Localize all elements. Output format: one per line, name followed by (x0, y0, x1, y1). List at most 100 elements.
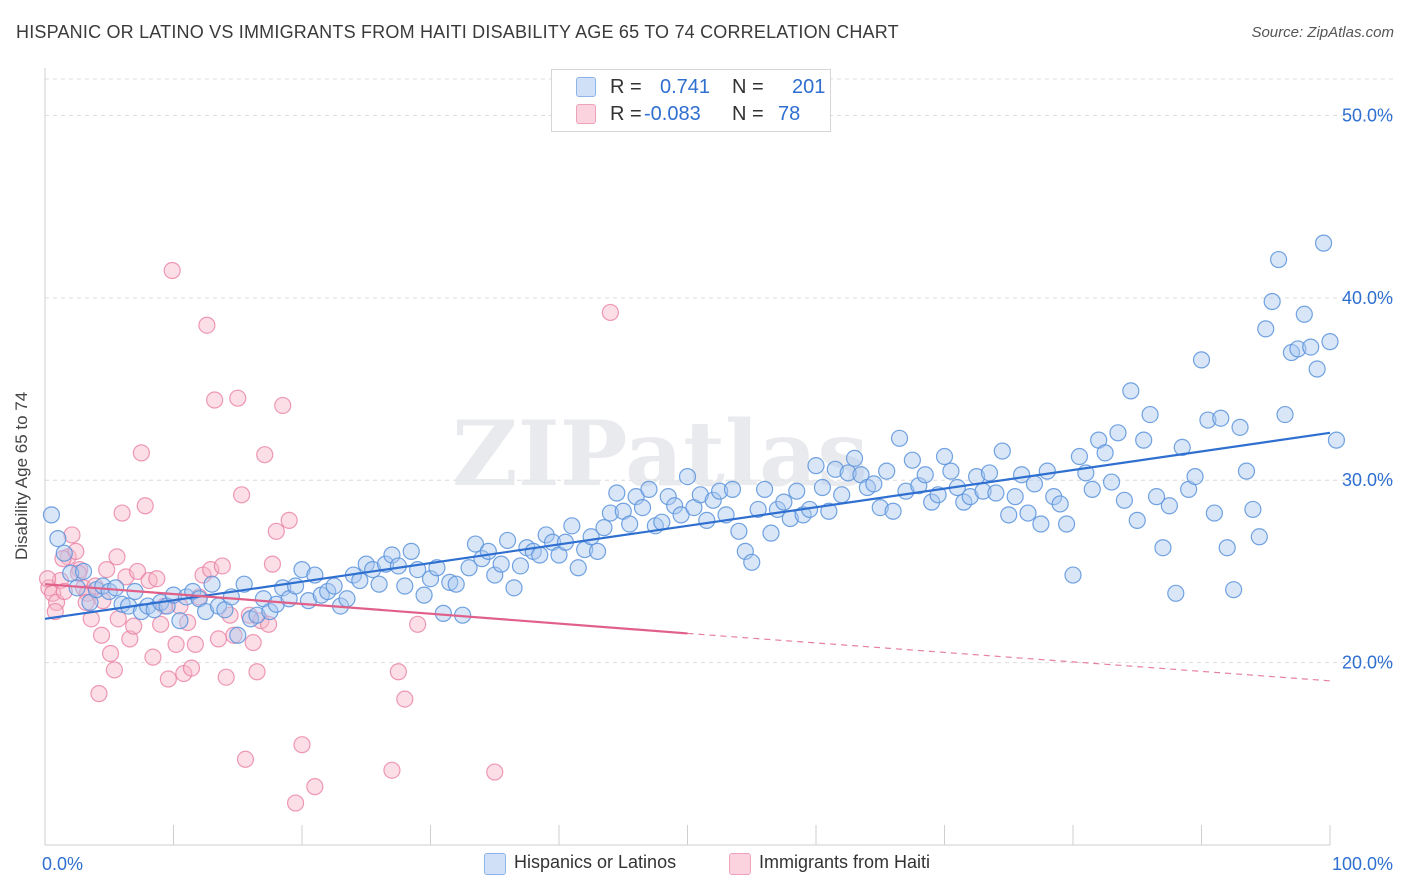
data-point-hispanic (499, 531, 517, 550)
data-point-hispanic (1096, 444, 1114, 462)
data-point-hispanic (1064, 566, 1082, 584)
data-point-hispanic (248, 606, 266, 624)
data-point-hispanic (492, 555, 510, 573)
data-point-hispanic (1025, 475, 1044, 493)
data-point-haiti (280, 511, 298, 529)
data-point-hispanic (466, 535, 485, 553)
data-point-hispanic (691, 486, 709, 504)
data-point-haiti (396, 690, 414, 708)
trend-line-hispanic (44, 431, 1331, 620)
data-point-hispanic (833, 486, 851, 504)
data-point-haiti (55, 582, 73, 601)
data-point-haiti (38, 570, 57, 588)
data-point-hispanic (229, 626, 247, 644)
data-point-hispanic (1147, 488, 1166, 506)
y-tick-label: 30.0% (1342, 470, 1393, 490)
data-point-haiti (383, 761, 401, 779)
data-point-hispanic (588, 542, 607, 560)
data-point-hispanic (1250, 528, 1268, 546)
data-point-hispanic (460, 559, 478, 577)
data-point-hispanic (563, 517, 581, 535)
data-point-haiti (90, 685, 108, 703)
data-point-hispanic (1109, 424, 1127, 442)
correlation-legend: R = 0.741 N = 201 R = -0.083 N = 78 (551, 69, 831, 132)
data-point-haiti (163, 261, 181, 280)
data-point-haiti (229, 389, 247, 407)
data-point-hispanic (1205, 504, 1223, 522)
legend-swatch-blue (576, 77, 596, 97)
data-point-haiti (601, 303, 620, 322)
data-point-hispanic (730, 522, 748, 540)
data-point-hispanic (1135, 431, 1153, 449)
data-point-hispanic (293, 561, 311, 579)
legend-n-label: N = (732, 76, 764, 98)
data-point-hispanic (723, 480, 742, 498)
data-point-hispanic (942, 462, 960, 480)
data-point-hispanic (698, 511, 716, 529)
data-point-haiti (217, 668, 235, 686)
series-haiti-points (38, 261, 620, 812)
data-point-hispanic (1032, 515, 1050, 533)
data-point-haiti (248, 663, 266, 681)
legend-row-haiti: R = -0.083 N = 78 (552, 103, 828, 125)
data-point-haiti (182, 659, 201, 677)
legend-n-value: 201 (792, 76, 826, 98)
data-point-hispanic (601, 504, 620, 522)
data-point-haiti (98, 561, 116, 579)
data-point-hispanic (42, 506, 61, 524)
data-point-hispanic (839, 464, 857, 482)
legend-r-value: -0.083 (644, 103, 701, 125)
data-point-haiti (167, 635, 185, 653)
data-point-hispanic (1186, 467, 1204, 486)
data-point-haiti (46, 602, 64, 621)
legend-swatch-pink (576, 104, 596, 124)
data-point-hispanic (107, 579, 125, 597)
data-point-hispanic (910, 477, 928, 495)
data-point-hispanic (1327, 431, 1346, 449)
data-point-hispanic (659, 488, 677, 506)
data-point-haiti (77, 593, 95, 612)
watermark: ZIPatlas (452, 401, 868, 507)
data-point-hispanic (511, 557, 530, 575)
legend-swatch-blue (484, 853, 506, 875)
data-point-haiti (209, 630, 228, 648)
data-point-hispanic (961, 488, 979, 506)
x-tick-label-min: 0.0% (42, 854, 83, 874)
data-point-hispanic (421, 570, 440, 588)
data-point-hispanic (1212, 409, 1230, 427)
chart-title: HISPANIC OR LATINO VS IMMIGRANTS FROM HA… (16, 22, 899, 42)
data-point-haiti (256, 446, 274, 464)
data-point-hispanic (845, 449, 864, 467)
data-point-hispanic (903, 451, 921, 469)
data-point-haiti (259, 615, 278, 633)
data-point-hispanic (987, 484, 1005, 502)
source-text: Source: ZipAtlas.com (1251, 24, 1394, 41)
data-point-haiti (274, 396, 292, 415)
data-point-hispanic (62, 564, 80, 582)
data-point-hispanic (1308, 360, 1326, 378)
data-point-hispanic (171, 612, 189, 630)
data-point-haiti (186, 635, 204, 653)
data-point-haiti (128, 562, 147, 581)
data-point-hispanic (1083, 480, 1101, 498)
data-point-hispanic (486, 566, 504, 584)
data-point-hispanic (1321, 333, 1339, 351)
data-point-haiti (92, 626, 111, 644)
data-point-hispanic (415, 586, 433, 604)
data-point-hispanic (1051, 495, 1069, 513)
data-point-hispanic (743, 553, 761, 571)
data-point-hispanic (1276, 405, 1294, 424)
data-point-hispanic (627, 488, 645, 506)
data-point-haiti (389, 663, 407, 681)
data-point-hispanic (704, 491, 722, 509)
y-tick-label: 20.0% (1342, 653, 1393, 673)
data-point-haiti (293, 736, 311, 754)
data-point-hispanic (884, 502, 902, 520)
data-point-haiti (159, 670, 177, 688)
data-point-hispanic (871, 498, 889, 517)
data-point-haiti (94, 592, 112, 610)
data-point-hispanic (1314, 234, 1333, 252)
data-point-hispanic (1070, 447, 1089, 466)
data-point-hispanic (608, 484, 626, 502)
